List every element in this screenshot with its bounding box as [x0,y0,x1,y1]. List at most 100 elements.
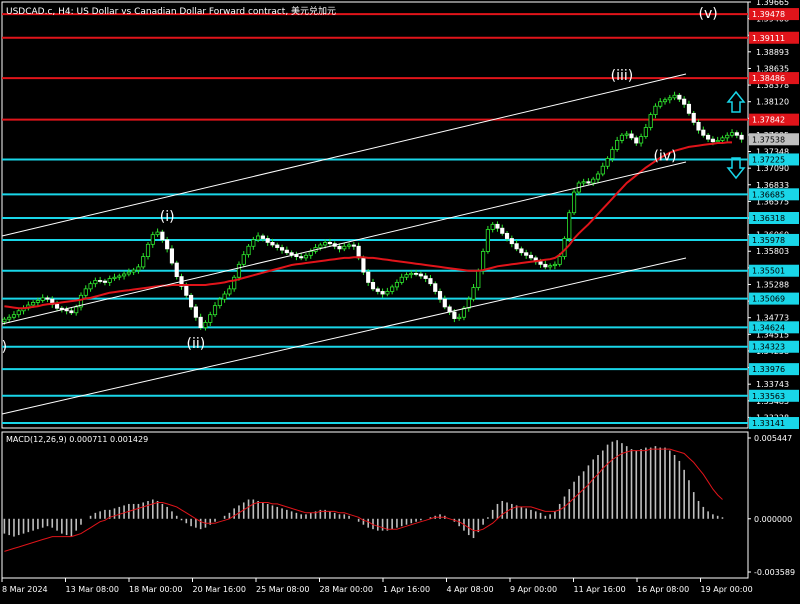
candle-body [706,134,711,140]
y-tick-label: 1.35803 [756,247,789,256]
level-label-box [749,417,799,430]
candle-body [595,173,601,180]
candle-body [476,270,481,288]
candle-body [428,278,433,285]
candle-body [380,291,385,295]
candle-body [346,244,352,247]
candle-body [662,99,668,103]
candle-body [677,94,682,100]
candle-body [581,181,586,184]
y-tick-label: 1.37090 [756,164,789,173]
candle-body [131,269,136,273]
macd-label: MACD(12,26,9) 0.000711 0.001429 [6,435,148,444]
candle-body [504,232,510,239]
main-pane[interactable]: 1.396651.394081.391501.388931.386351.383… [1,0,799,430]
candle-body [586,181,591,184]
candle-body [208,314,213,323]
macd-histogram [3,440,724,539]
macd-pane[interactable]: MACD(12,26,9) 0.000711 0.001429 0.005447 0… [1,431,795,579]
candle-body [64,309,69,312]
candle-body [500,227,505,234]
candle-body [174,262,179,277]
candle-body [528,254,534,259]
candle-body [275,244,280,248]
channel-lower-line [1,257,687,415]
macd-frame [1,431,749,579]
candle-body [452,311,457,319]
level-label-box [749,31,799,44]
candle-body [40,297,45,301]
level-label: 1.35978 [752,236,785,245]
candle-body [165,239,170,250]
candle-body [643,127,648,137]
candle-body [567,212,572,239]
candle-body [370,282,376,290]
candle-body [11,314,17,318]
x-tick-label: 25 Mar 08:00 [256,585,309,594]
candle-body [696,121,701,131]
level-label-box [749,321,799,334]
y-tick-label: 1.35288 [756,280,789,289]
candle-body [169,248,175,264]
candle-body [485,229,490,252]
candle-body [418,273,423,277]
level-label-box [749,233,799,246]
candle-body [141,256,146,268]
candle-body [289,252,294,256]
x-tick-label: 8 Mar 2024 [2,585,48,594]
candle-body [299,256,304,259]
candle-body [117,275,122,278]
arrow-up-icon [726,90,746,113]
candle-body [198,316,203,328]
y-tick-label: 1.38635 [756,64,789,73]
candle-body [495,223,500,229]
candle-body [648,114,653,128]
candle-body [490,223,495,230]
level-label: 1.39478 [752,10,785,19]
candle-body [308,251,313,256]
wave-label: (v) [698,6,717,22]
candle-body [303,254,309,259]
candle-body [136,266,141,271]
candle-body [107,278,112,283]
candle-body [193,306,198,318]
level-label-box [749,188,799,201]
candle-body [394,282,400,288]
y-tick-label: 1.36833 [756,181,789,190]
candle-body [7,316,12,320]
candle-body [715,140,720,143]
candle-body [639,136,644,144]
candle-body [610,149,615,159]
candle-body [356,245,361,259]
candle-body [548,265,553,268]
price-levels: 1.39478 1.39111 1.38486 1.37842 1.37225 1.366… [2,8,799,430]
wave-label: ) [2,339,7,355]
candle-body [725,134,730,139]
candle-body [318,244,323,248]
candle-body [246,245,251,256]
channel-upper-line [1,73,687,237]
candle-body [375,288,380,292]
candle-body [217,298,222,307]
x-axis: 8 Mar 2024 13 Mar 08:00 18 Mar 00:00 20 Mar… [1,578,753,594]
candle-body [557,256,562,265]
level-label: 1.35501 [752,267,785,276]
candle-body [189,294,194,308]
level-label-box [749,212,799,225]
candle-body [236,263,242,278]
candle-body [404,274,409,278]
candle-body [624,133,629,136]
candle-body [667,97,672,101]
candle-body [710,138,715,143]
candle-body [74,306,79,314]
candle-body [605,158,610,167]
y-tick-label: 1.37348 [756,148,789,157]
candle-body [682,98,687,105]
candle-body [720,137,725,141]
candle-body [2,318,7,323]
candle-body [337,245,342,250]
current-price-label: 1.37538 [752,135,785,144]
candle-body [265,238,270,243]
candle-body [423,275,428,279]
